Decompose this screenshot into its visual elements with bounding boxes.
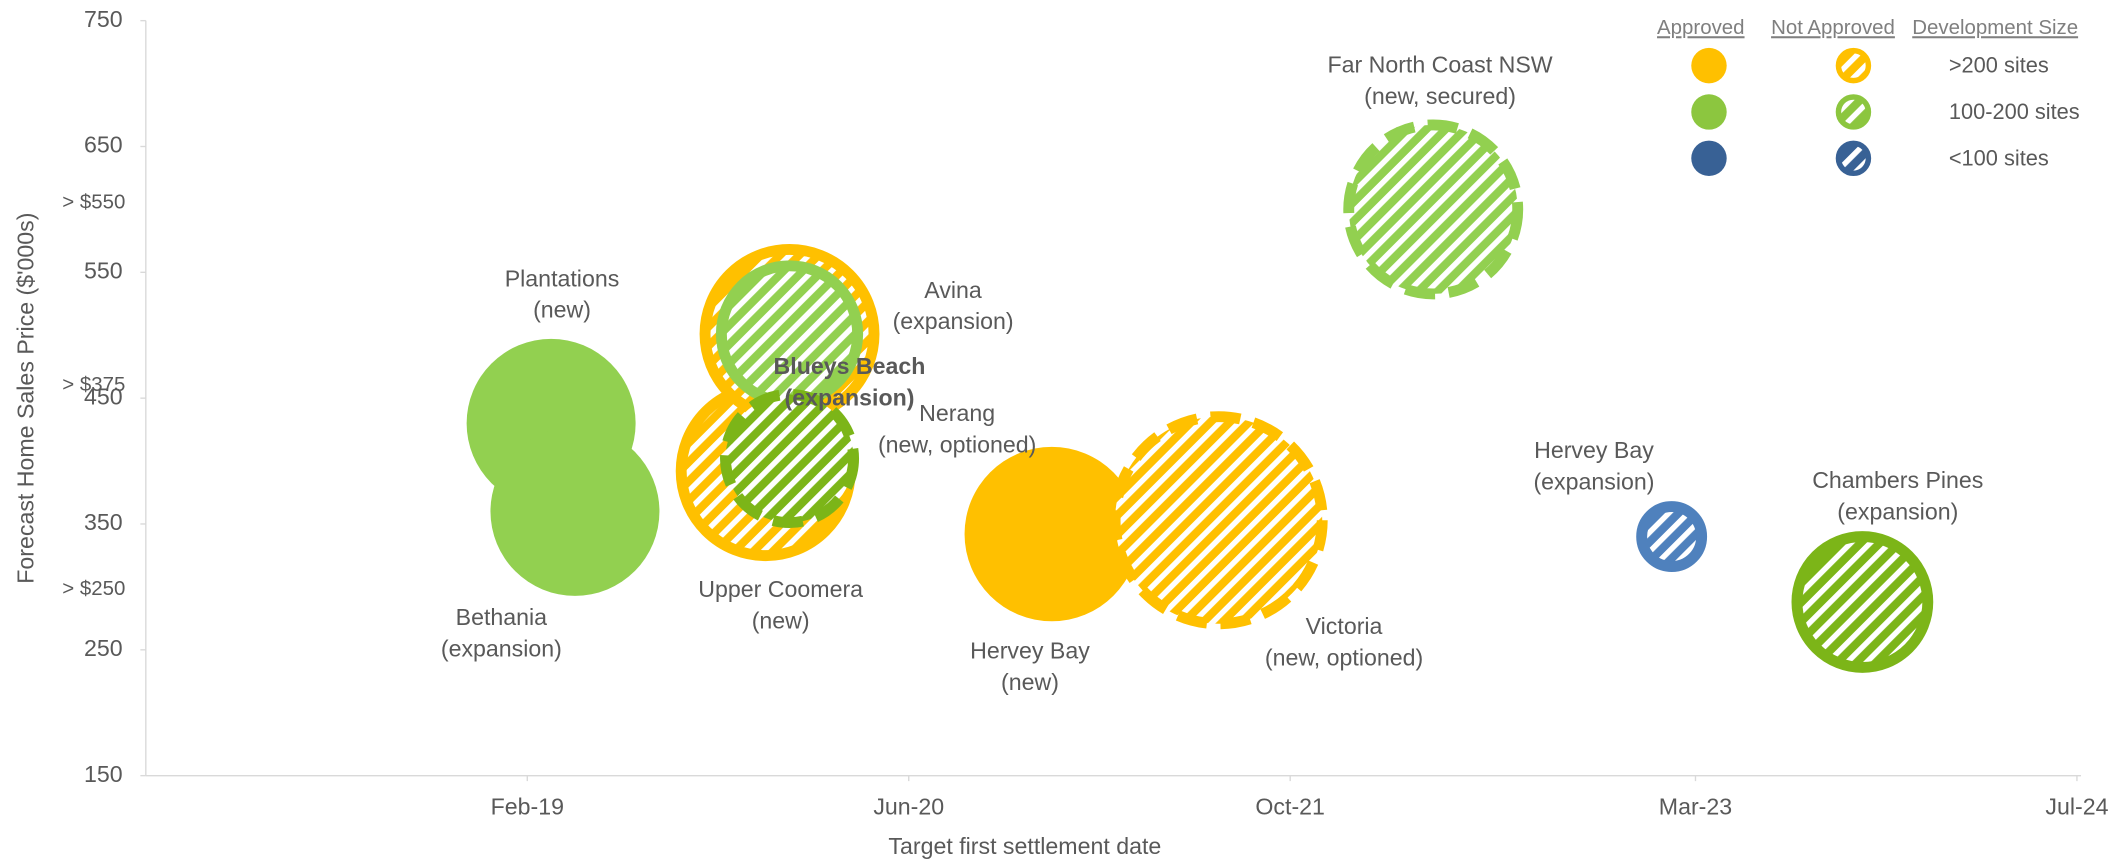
y-tick-label: 650 [84,132,123,158]
bubble-label: Hervey Bay [1534,437,1654,463]
bubble-label: (expansion) [785,385,915,411]
legend-swatch [1835,140,1872,177]
bubble [720,389,860,529]
legend-swatch [1691,94,1727,130]
bubble-label: (new, secured) [1364,83,1516,109]
bubble-label: (new, optioned) [1265,644,1423,670]
bubble-label: (expansion) [1837,499,1958,525]
x-tick-label: Jul-24 [2045,793,2108,819]
legend-swatch [1691,47,1727,84]
y-annotation: > $550 [62,191,125,214]
y-annotation: > $375 [62,373,125,396]
bubble-label: Far North Coast NSW [1327,51,1552,77]
bubble-label: Upper Coomera [698,576,863,602]
x-tick-label: Feb-19 [491,793,564,819]
bubble-label: Blueys Beach [774,353,926,379]
y-tick-label: 350 [84,509,123,535]
bubble-label: Bethania [456,604,548,630]
bubble [964,446,1139,622]
y-tick-label: 750 [84,6,123,32]
legend-header: Not Approved [1771,16,1895,39]
bubble-label: Nerang [919,400,995,426]
legend-label: 100-200 sites [1949,99,2080,124]
bubble [1791,531,1934,673]
legend-header: Development Size [1912,16,2078,39]
bubble-label: (new) [1001,669,1059,695]
bubble-label: Hervey Bay [970,638,1090,664]
bubble-label: Victoria [1306,613,1383,639]
x-axis-title: Target first settlement date [888,833,1161,859]
bubble-label: (expansion) [441,636,562,662]
bubble-label: (expansion) [1533,469,1654,495]
bubble-label: Plantations [505,265,620,291]
x-tick-label: Oct-21 [1255,793,1325,819]
legend-swatch [1835,94,1872,130]
bubble [1636,501,1708,573]
bubble-label: (new) [533,297,591,323]
legend-label: >200 sites [1949,53,2049,78]
bubble [1343,119,1524,300]
legend-swatch [1691,140,1727,177]
y-tick-label: 550 [84,257,123,283]
bubble-label: (new, optioned) [878,431,1036,457]
bubble [715,260,864,408]
bubble-label: (new) [752,608,810,634]
legend-swatch [1835,47,1872,84]
y-tick-label: 450 [84,383,123,409]
y-tick-label: 150 [84,761,123,787]
x-tick-label: Jun-20 [873,793,944,819]
x-tick-label: Mar-23 [1659,793,1732,819]
bubble-label: Avina [924,277,982,303]
legend-header: Approved [1657,16,1745,39]
y-annotation: > $250 [62,577,125,600]
y-axis-title: Forecast Home Sales Price ($'000s) [12,213,38,584]
bubble-label: Chambers Pines [1812,467,1983,493]
bubble-label: (expansion) [893,308,1014,334]
bubble [1109,411,1328,630]
bubble [490,426,660,596]
legend-label: <100 sites [1949,145,2049,170]
y-tick-label: 250 [84,635,123,661]
